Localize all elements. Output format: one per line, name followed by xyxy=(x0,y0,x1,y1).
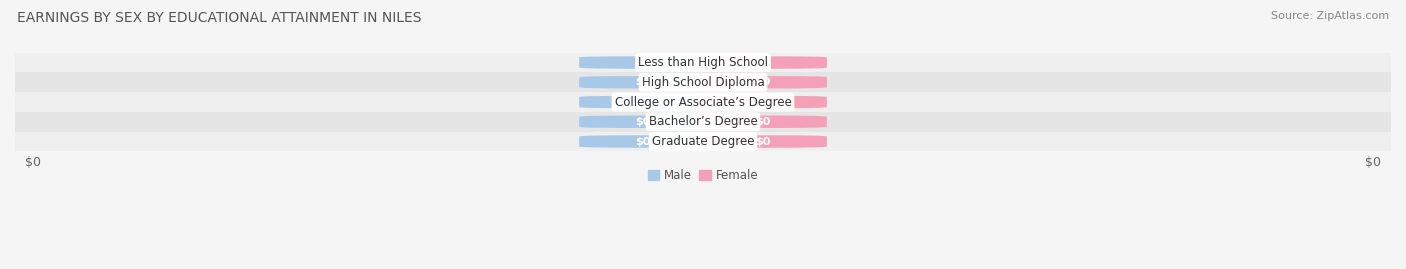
Bar xyxy=(15,53,1391,72)
Text: $0: $0 xyxy=(755,97,770,107)
Text: $0: $0 xyxy=(636,77,651,87)
Bar xyxy=(15,132,1391,151)
Text: Bachelor’s Degree: Bachelor’s Degree xyxy=(648,115,758,128)
FancyBboxPatch shape xyxy=(699,56,827,69)
FancyBboxPatch shape xyxy=(579,135,707,148)
FancyBboxPatch shape xyxy=(699,135,827,148)
Text: College or Associate’s Degree: College or Associate’s Degree xyxy=(614,95,792,108)
Text: High School Diploma: High School Diploma xyxy=(641,76,765,89)
Text: Graduate Degree: Graduate Degree xyxy=(652,135,754,148)
FancyBboxPatch shape xyxy=(699,116,827,128)
Text: $0: $0 xyxy=(755,77,770,87)
Text: $0: $0 xyxy=(755,58,770,68)
FancyBboxPatch shape xyxy=(579,116,707,128)
FancyBboxPatch shape xyxy=(699,96,827,108)
Text: $0: $0 xyxy=(755,117,770,127)
Text: $0: $0 xyxy=(636,58,651,68)
Text: $0: $0 xyxy=(636,97,651,107)
Text: $0: $0 xyxy=(755,136,770,147)
Bar xyxy=(15,72,1391,92)
Bar xyxy=(15,112,1391,132)
FancyBboxPatch shape xyxy=(579,76,707,89)
Text: $0: $0 xyxy=(636,117,651,127)
FancyBboxPatch shape xyxy=(579,96,707,108)
FancyBboxPatch shape xyxy=(699,76,827,89)
Text: Less than High School: Less than High School xyxy=(638,56,768,69)
Text: $0: $0 xyxy=(636,136,651,147)
Text: Source: ZipAtlas.com: Source: ZipAtlas.com xyxy=(1271,11,1389,21)
Bar xyxy=(15,92,1391,112)
Text: EARNINGS BY SEX BY EDUCATIONAL ATTAINMENT IN NILES: EARNINGS BY SEX BY EDUCATIONAL ATTAINMEN… xyxy=(17,11,422,25)
FancyBboxPatch shape xyxy=(579,56,707,69)
Legend: Male, Female: Male, Female xyxy=(643,165,763,187)
